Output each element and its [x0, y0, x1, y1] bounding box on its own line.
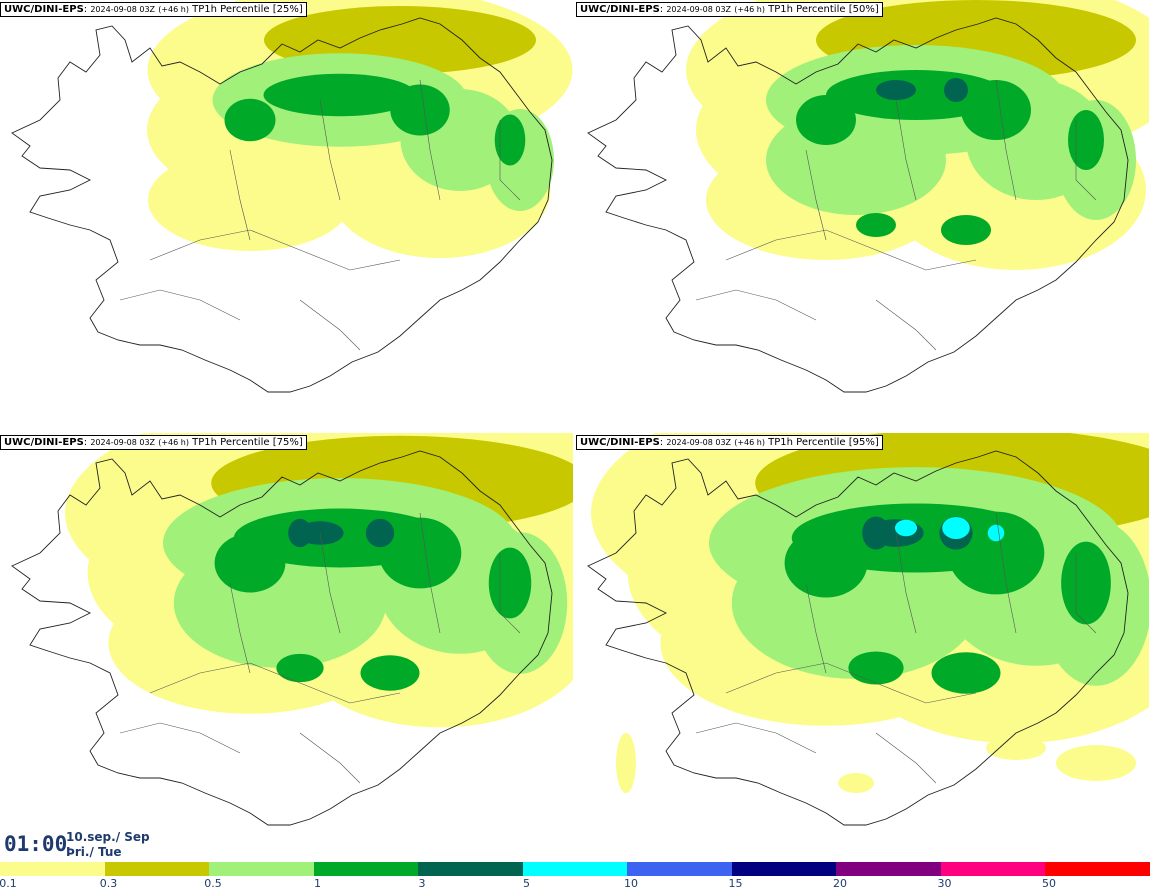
- precip-contour: [838, 773, 874, 793]
- colorbar-swatch: [731, 862, 837, 876]
- colorbar-tick-label: 15: [728, 877, 743, 890]
- colorbar-tick-label: 0.5: [204, 877, 222, 890]
- map-panel-p75: UWC/DINI-EPS: 2024-09-08 03Z (+46 h) TP1…: [0, 433, 573, 864]
- precip-contour: [1061, 541, 1111, 625]
- precip-contour: [1056, 745, 1136, 781]
- precip-map-p95: [587, 433, 1149, 826]
- colorbar-swatch: [209, 862, 315, 876]
- run-time: 2024-09-08 03Z: [666, 5, 732, 14]
- valid-time: 01:00: [4, 832, 68, 856]
- valid-weekday: Þri./ Tue: [66, 845, 122, 859]
- precip-contour: [616, 733, 636, 793]
- colorbar-swatch: [313, 862, 419, 876]
- colorbar-tick-label: 5: [523, 877, 530, 890]
- precip-contour: [942, 516, 970, 540]
- precip-contour: [796, 95, 856, 145]
- precip-contour: [848, 651, 904, 685]
- precip-map-p75: [11, 433, 573, 826]
- valid-time-box: 01:00 10.sep./ Sep Þri./ Tue: [0, 826, 150, 862]
- colorbar-tick-label: 0.1: [0, 877, 17, 890]
- colorbar-swatch: [522, 862, 628, 876]
- precip-contour: [876, 80, 916, 100]
- colorbar-swatch: [627, 862, 733, 876]
- lead-time: (+46 h): [158, 438, 189, 447]
- precip-contour: [365, 518, 395, 548]
- field-name: TP1h Percentile [95%]: [768, 437, 879, 448]
- precip-field: [147, 0, 573, 258]
- coastline: [587, 17, 1129, 393]
- field-name: TP1h Percentile [75%]: [192, 437, 303, 448]
- colorbar-swatch: [104, 862, 210, 876]
- precip-contour: [276, 653, 324, 683]
- precip-map-p50: [587, 0, 1149, 393]
- precip-contour: [360, 655, 420, 691]
- coastline: [11, 450, 553, 826]
- colorbar-tick-label: 3: [418, 877, 426, 890]
- panel-title: UWC/DINI-EPS: 2024-09-08 03Z (+46 h) TP1…: [0, 435, 307, 450]
- precip-contour: [986, 736, 1046, 760]
- precip-contour: [931, 652, 1001, 694]
- precip-contour: [944, 78, 968, 102]
- precip-contour: [941, 215, 991, 245]
- precip-field: [591, 433, 1149, 793]
- run-time: 2024-09-08 03Z: [90, 438, 156, 447]
- precip-colorbar: 0.1 0.3 0.5 1 3 5 10 15 20 30 50: [0, 862, 1150, 891]
- field-name: TP1h Percentile [50%]: [768, 4, 879, 15]
- run-time: 2024-09-08 03Z: [666, 438, 732, 447]
- precip-contour: [1068, 110, 1104, 170]
- colorbar-tick-label: 30: [937, 877, 952, 890]
- panel-title: UWC/DINI-EPS: 2024-09-08 03Z (+46 h) TP1…: [576, 2, 883, 17]
- precip-contour: [488, 547, 532, 619]
- model-name: UWC/DINI-EPS: [580, 437, 660, 448]
- colorbar-tick-label: 1: [314, 877, 321, 890]
- model-name: UWC/DINI-EPS: [4, 437, 84, 448]
- precip-map-p25: [11, 0, 573, 393]
- road-network: [695, 79, 1097, 351]
- precip-contour: [987, 524, 1005, 542]
- precip-contour: [856, 213, 896, 237]
- panel-title: UWC/DINI-EPS: 2024-09-08 03Z (+46 h) TP1…: [0, 2, 307, 17]
- road-network: [695, 512, 1097, 784]
- colorbar-swatch: [1045, 862, 1150, 876]
- precip-contour: [214, 533, 286, 593]
- field-name: TP1h Percentile [25%]: [192, 4, 303, 15]
- precip-contour: [390, 84, 450, 136]
- precip-contour: [494, 114, 526, 166]
- precip-contour: [862, 516, 890, 550]
- precip-contour: [224, 98, 276, 142]
- colorbar-tick-label: 20: [833, 877, 847, 890]
- model-name: UWC/DINI-EPS: [580, 4, 660, 15]
- run-time: 2024-09-08 03Z: [90, 5, 156, 14]
- colorbar-tick-label: 0.3: [99, 877, 118, 890]
- precip-contour: [263, 73, 417, 117]
- lead-time: (+46 h): [734, 5, 765, 14]
- colorbar-tick-label: 50: [1042, 877, 1056, 890]
- road-network: [119, 512, 521, 784]
- colorbar-swatch: [0, 862, 106, 876]
- precip-contour: [766, 105, 946, 215]
- colorbar-swatch: [418, 862, 524, 876]
- model-name: UWC/DINI-EPS: [4, 4, 84, 15]
- map-panel-p50: UWC/DINI-EPS: 2024-09-08 03Z (+46 h) TP1…: [576, 0, 1149, 431]
- precip-contour: [148, 149, 352, 251]
- colorbar-swatch: [836, 862, 942, 876]
- valid-date: 10.sep./ Sep: [66, 830, 150, 844]
- precip-contour: [894, 519, 918, 537]
- precip-contour: [288, 518, 312, 548]
- map-panel-p95: UWC/DINI-EPS: 2024-09-08 03Z (+46 h) TP1…: [576, 433, 1149, 864]
- precip-contour: [961, 80, 1031, 140]
- lead-time: (+46 h): [734, 438, 765, 447]
- colorbar-tick-label: 10: [624, 877, 638, 890]
- precip-contour: [784, 528, 868, 598]
- coastline: [11, 17, 553, 393]
- coastline: [587, 450, 1129, 826]
- road-network: [119, 79, 521, 351]
- panel-title: UWC/DINI-EPS: 2024-09-08 03Z (+46 h) TP1…: [576, 435, 883, 450]
- precip-field: [65, 433, 573, 728]
- precip-field: [686, 0, 1149, 270]
- lead-time: (+46 h): [158, 5, 189, 14]
- precip-contour: [378, 517, 462, 589]
- map-panel-p25: UWC/DINI-EPS: 2024-09-08 03Z (+46 h) TP1…: [0, 0, 573, 431]
- colorbar-swatch: [940, 862, 1046, 876]
